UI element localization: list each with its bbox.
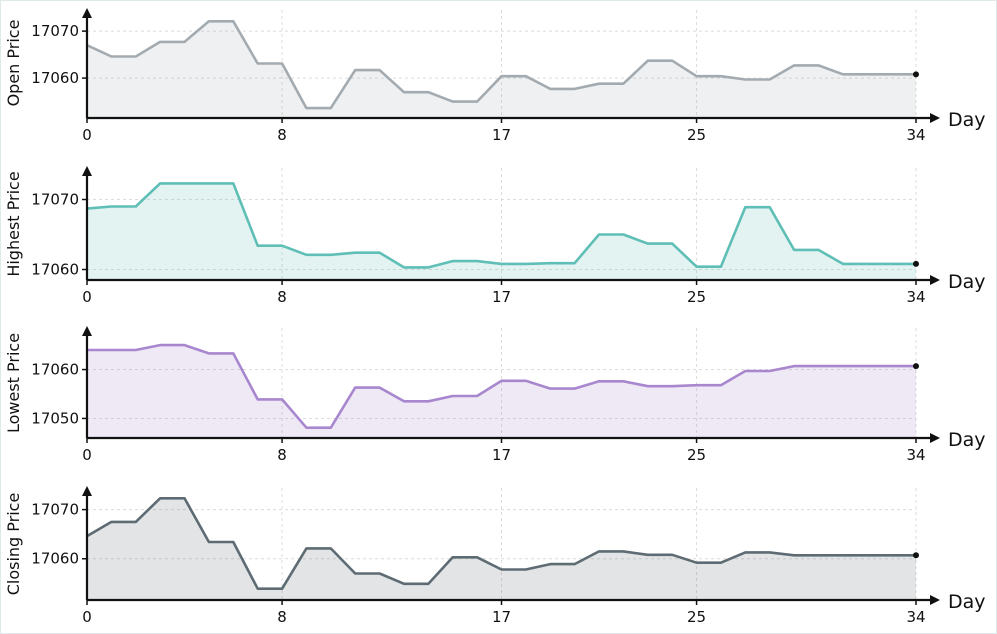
y-axis-arrow bbox=[82, 166, 92, 176]
x-tick-label: 34 bbox=[906, 126, 925, 144]
x-tick-label: 17 bbox=[492, 288, 511, 306]
x-tick-label: 8 bbox=[277, 126, 287, 144]
panel-1: 0 8 17 25 34 17060 17070 Open Price Day bbox=[4, 8, 986, 144]
x-axis-label: Day bbox=[948, 591, 986, 613]
x-tick-label: 17 bbox=[492, 126, 511, 144]
x-axis-arrow bbox=[930, 113, 940, 123]
y-tick-label: 17070 bbox=[31, 191, 79, 209]
x-tick-label: 25 bbox=[687, 608, 706, 626]
x-tick-label: 8 bbox=[277, 446, 287, 464]
x-tick-label: 25 bbox=[687, 288, 706, 306]
x-tick-label: 17 bbox=[492, 608, 511, 626]
panel-3: 0 8 17 25 34 17050 17060 Lowest Price Day bbox=[4, 326, 986, 464]
y-tick-label: 17060 bbox=[31, 261, 79, 279]
series-line bbox=[86, 20, 916, 110]
series-line bbox=[87, 343, 916, 429]
y-axis-arrow bbox=[82, 8, 92, 18]
series-area bbox=[87, 183, 916, 280]
y-axis-arrow bbox=[82, 486, 92, 496]
x-tick-label: 8 bbox=[277, 608, 287, 626]
y-tick-label: 17070 bbox=[31, 22, 79, 40]
x-axis-label: Day bbox=[948, 429, 986, 451]
x-tick-label: 0 bbox=[82, 288, 92, 306]
x-tick-label: 34 bbox=[906, 288, 925, 306]
y-tick-label: 17070 bbox=[31, 501, 79, 519]
series-end-marker bbox=[913, 552, 919, 559]
y-axis-label: Closing Price bbox=[4, 493, 23, 596]
x-axis-label: Day bbox=[948, 109, 986, 131]
x-tick-label: 17 bbox=[492, 446, 511, 464]
x-tick-label: 8 bbox=[277, 288, 287, 306]
series-line bbox=[86, 497, 916, 590]
panel-4: 0 8 17 25 34 17060 17070 Closing Price Day bbox=[4, 486, 986, 626]
y-tick-label: 17060 bbox=[31, 550, 79, 568]
y-tick-label: 17050 bbox=[31, 409, 79, 427]
x-axis-arrow bbox=[930, 275, 940, 285]
y-tick-label: 17060 bbox=[31, 69, 79, 87]
x-axis-arrow bbox=[930, 433, 940, 443]
x-tick-label: 34 bbox=[906, 446, 925, 464]
y-axis-label: Lowest Price bbox=[4, 333, 23, 433]
panel-2: 0 8 17 25 34 17060 17070 Highest Price Day bbox=[4, 166, 986, 306]
series-area bbox=[87, 21, 916, 118]
x-tick-label: 0 bbox=[82, 608, 92, 626]
series-area bbox=[87, 498, 916, 600]
y-axis-arrow bbox=[82, 326, 92, 336]
x-tick-label: 25 bbox=[687, 126, 706, 144]
series-line bbox=[86, 182, 916, 269]
x-tick-label: 0 bbox=[82, 126, 92, 144]
x-tick-label: 25 bbox=[687, 446, 706, 464]
y-axis-label: Open Price bbox=[4, 20, 23, 107]
x-tick-label: 0 bbox=[82, 446, 92, 464]
x-tick-label: 34 bbox=[906, 608, 925, 626]
series-end-marker bbox=[913, 71, 919, 78]
y-axis-label: Highest Price bbox=[4, 171, 23, 276]
y-tick-label: 17060 bbox=[31, 361, 79, 379]
series-end-marker bbox=[913, 260, 919, 267]
x-axis-arrow bbox=[930, 595, 940, 605]
series-end-marker bbox=[913, 363, 919, 370]
x-axis-label: Day bbox=[948, 271, 986, 293]
